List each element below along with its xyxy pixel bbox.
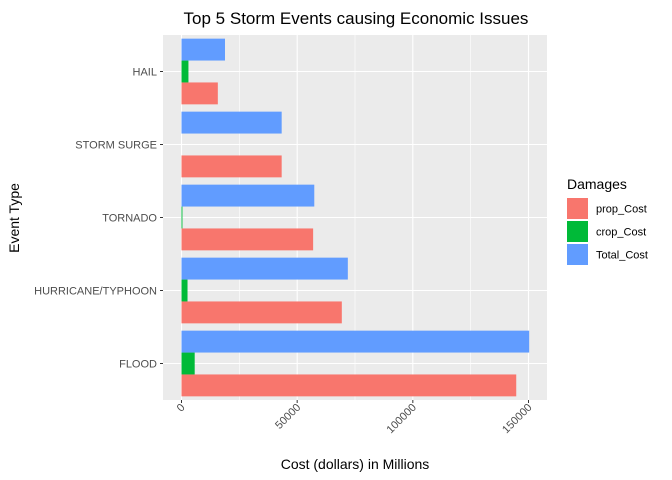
x-axis: 0 50000 100000 150000 xyxy=(175,400,535,436)
bar-total-cost-tornado xyxy=(181,184,315,207)
legend: Damages prop_Cost crop_Cost Total_Cost xyxy=(567,176,648,265)
x-tick-label: 150000 xyxy=(500,402,534,436)
bar-prop-cost-storm-surge xyxy=(181,155,282,178)
bar-total-cost-hurricane-typhoon xyxy=(181,257,348,280)
y-axis: FLOOD HURRICANE/TYPHOON TORNADO STORM SURGE… xyxy=(34,67,163,371)
y-tick-label: STORM SURGE xyxy=(75,140,157,152)
y-tick-label: HAIL xyxy=(133,67,157,79)
bar-crop-cost-hurricane-typhoon xyxy=(181,279,188,302)
x-tick-label: 50000 xyxy=(273,402,303,432)
legend-key-total-cost xyxy=(567,244,588,265)
y-axis-title: Event Type xyxy=(6,183,22,253)
bar-crop-cost-tornado xyxy=(181,206,183,229)
bar-total-cost-hail xyxy=(181,38,225,61)
x-tick-label: 100000 xyxy=(385,402,419,436)
bar-prop-cost-tornado xyxy=(181,228,314,251)
x-axis-title: Cost (dollars) in Millions xyxy=(281,456,430,472)
y-tick-label: FLOOD xyxy=(119,359,157,371)
bar-crop-cost-hail xyxy=(181,60,189,83)
bar-prop-cost-flood xyxy=(181,374,517,397)
bar-total-cost-flood xyxy=(181,330,530,353)
legend-title: Damages xyxy=(567,176,627,192)
legend-label: Total_Cost xyxy=(596,250,648,262)
y-tick-label: TORNADO xyxy=(102,213,157,225)
legend-key-prop-cost xyxy=(567,198,588,219)
chart-title: Top 5 Storm Events causing Economic Issu… xyxy=(184,9,529,28)
bar-crop-cost-flood xyxy=(181,352,195,375)
bar-total-cost-storm-surge xyxy=(181,111,282,134)
legend-label: prop_Cost xyxy=(596,204,647,216)
bars xyxy=(181,38,530,397)
x-tick-label: 0 xyxy=(175,402,188,415)
y-tick-label: HURRICANE/TYPHOON xyxy=(34,286,157,298)
bar-prop-cost-hurricane-typhoon xyxy=(181,301,342,324)
bar-prop-cost-hail xyxy=(181,82,218,105)
legend-label: crop_Cost xyxy=(596,227,646,239)
legend-key-crop-cost xyxy=(567,221,588,242)
